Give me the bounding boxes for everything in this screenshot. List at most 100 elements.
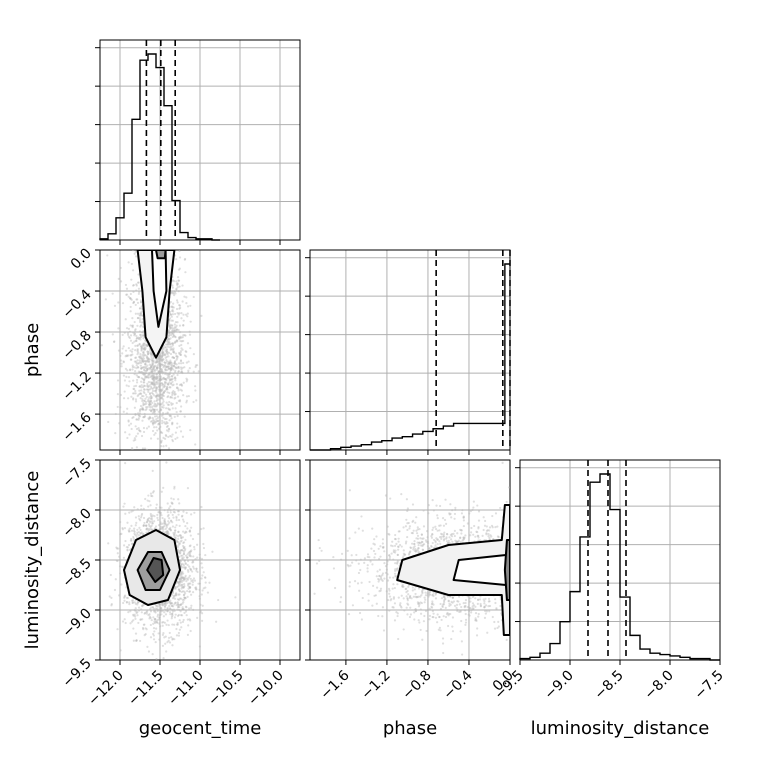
sample-point bbox=[496, 525, 499, 528]
sample-point bbox=[151, 514, 154, 517]
sample-point bbox=[164, 422, 167, 425]
sample-point bbox=[198, 645, 201, 648]
sample-point bbox=[157, 394, 160, 397]
sample-point bbox=[134, 303, 137, 307]
sample-point bbox=[145, 448, 148, 450]
sample-point bbox=[174, 592, 177, 595]
sample-point bbox=[170, 374, 173, 378]
sample-point bbox=[147, 650, 151, 653]
sample-point bbox=[413, 545, 416, 548]
sample-point bbox=[155, 372, 158, 376]
sample-point bbox=[201, 604, 204, 607]
sample-point bbox=[134, 602, 137, 605]
sample-point bbox=[161, 602, 164, 605]
sample-point bbox=[176, 623, 179, 626]
sample-point bbox=[116, 379, 120, 382]
sample-point bbox=[159, 511, 162, 514]
sample-point bbox=[168, 600, 171, 604]
sample-point bbox=[147, 613, 150, 617]
sample-point bbox=[369, 560, 372, 563]
sample-point bbox=[172, 498, 175, 501]
sample-point bbox=[152, 408, 156, 411]
sample-point bbox=[191, 570, 194, 573]
sample-point bbox=[409, 550, 412, 553]
sample-point bbox=[460, 512, 464, 515]
sample-point bbox=[135, 418, 138, 421]
sample-point bbox=[160, 393, 164, 396]
sample-point bbox=[152, 367, 155, 370]
sample-point bbox=[134, 400, 138, 403]
sample-point bbox=[179, 614, 183, 617]
sample-point bbox=[188, 585, 191, 588]
sample-point bbox=[126, 332, 130, 335]
sample-point bbox=[185, 399, 188, 402]
sample-point bbox=[149, 512, 152, 516]
sample-point bbox=[137, 292, 140, 295]
sample-point bbox=[149, 437, 153, 440]
sample-point bbox=[154, 403, 157, 406]
sample-point bbox=[172, 350, 175, 354]
sample-point bbox=[151, 382, 154, 385]
sample-point bbox=[175, 363, 178, 366]
sample-point bbox=[175, 516, 178, 520]
sample-point bbox=[137, 393, 140, 396]
sample-point bbox=[128, 511, 131, 514]
sample-point bbox=[138, 526, 141, 529]
sample-point bbox=[130, 350, 134, 353]
sample-point bbox=[451, 625, 454, 628]
sample-point bbox=[178, 608, 181, 612]
sample-point bbox=[127, 346, 130, 350]
sample-point bbox=[171, 393, 174, 397]
sample-point bbox=[148, 408, 151, 411]
sample-point bbox=[138, 385, 142, 388]
sample-point bbox=[182, 601, 185, 604]
sample-point bbox=[125, 327, 129, 330]
sample-point bbox=[160, 355, 164, 359]
sample-point bbox=[172, 350, 176, 353]
sample-point bbox=[189, 320, 192, 323]
sample-point bbox=[186, 595, 189, 598]
sample-point bbox=[182, 578, 186, 581]
sample-point bbox=[147, 360, 150, 363]
sample-point bbox=[139, 639, 142, 643]
sample-point bbox=[160, 397, 163, 400]
sample-point bbox=[148, 396, 151, 399]
sample-point bbox=[177, 365, 180, 369]
sample-point bbox=[127, 261, 130, 264]
sample-point bbox=[187, 576, 190, 579]
sample-point bbox=[443, 531, 446, 534]
sample-point bbox=[180, 587, 183, 590]
sample-point bbox=[169, 528, 173, 532]
sample-point bbox=[163, 353, 166, 356]
sample-point bbox=[138, 359, 141, 362]
sample-point bbox=[484, 612, 487, 615]
sample-point bbox=[158, 372, 161, 376]
sample-point bbox=[172, 347, 175, 350]
sample-point bbox=[143, 611, 147, 615]
sample-point bbox=[147, 350, 150, 354]
sample-point bbox=[174, 290, 177, 293]
sample-point bbox=[133, 252, 136, 255]
sample-point bbox=[151, 653, 154, 656]
sample-point bbox=[134, 339, 138, 342]
sample-point bbox=[347, 613, 351, 616]
sample-point bbox=[148, 401, 151, 404]
sample-point bbox=[152, 386, 156, 389]
sample-point bbox=[428, 591, 432, 594]
sample-point bbox=[165, 360, 169, 363]
sample-point bbox=[153, 412, 156, 415]
sample-point bbox=[191, 583, 194, 586]
sample-point bbox=[191, 537, 195, 541]
sample-point bbox=[169, 602, 172, 605]
sample-point bbox=[176, 321, 179, 324]
sample-point bbox=[396, 561, 399, 564]
sample-point bbox=[412, 529, 415, 532]
sample-point bbox=[184, 574, 187, 578]
sample-point bbox=[187, 570, 190, 573]
sample-point bbox=[129, 339, 133, 342]
sample-point bbox=[165, 350, 168, 353]
sample-point bbox=[166, 338, 169, 341]
sample-point bbox=[182, 530, 185, 533]
sample-point bbox=[234, 596, 237, 599]
sample-point bbox=[183, 596, 186, 599]
